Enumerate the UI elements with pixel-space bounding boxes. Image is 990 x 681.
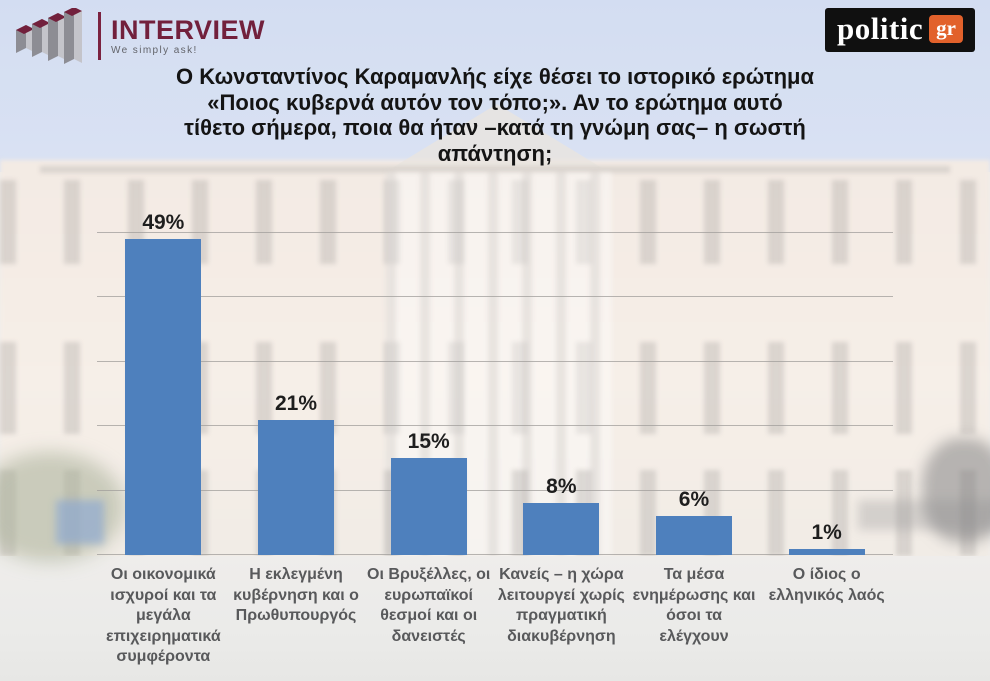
chart-question-title: Ο Κωνσταντίνος Καραμανλής είχε θέσει το …: [110, 64, 880, 166]
title-line: Ο Κωνσταντίνος Καραμανλής είχε θέσει το …: [175, 64, 815, 89]
politic-logo-text: politic: [837, 11, 924, 46]
gridline-50: [97, 232, 893, 233]
bar-value-label: 6%: [678, 488, 710, 512]
bar-column: 8%: [495, 233, 628, 555]
gridline-0: [97, 554, 893, 555]
bar-value-label: 49%: [142, 211, 185, 235]
category-label: Οι Βρυξέλλες, οι ευρωπαϊκοί θεσμοί και ο…: [367, 566, 491, 645]
category-label: Τα μέσα ενημέρωσης και όσοι τα ελέγχουν: [632, 566, 756, 645]
gridline-10: [97, 489, 893, 491]
bar-column: 6%: [628, 233, 761, 555]
bar-column: 49%: [97, 211, 230, 555]
politic-logo-gr-badge: gr: [929, 14, 963, 43]
bar-value-label: 8%: [546, 475, 577, 499]
background-roofline: [40, 166, 950, 173]
gridline-30: [97, 360, 893, 362]
background-tree: [922, 438, 990, 543]
logo-divider: [98, 12, 101, 60]
interview-logo-tagline: We simply ask!: [111, 44, 198, 56]
bar: [655, 516, 732, 555]
bar-chart-logo-icon: [16, 8, 82, 64]
bar-column: 21%: [230, 233, 363, 555]
title-line: τίθετο σήμερα, ποια θα ήταν –κατά τη γνώ…: [184, 115, 806, 140]
interview-logo-name: INTERVIEW: [111, 14, 266, 45]
bar: [125, 239, 202, 555]
background-kiosk: [56, 500, 104, 544]
gridline-20: [97, 425, 893, 427]
bar-value-label: 21%: [274, 391, 317, 415]
category-label: Οι οικονομικά ισχυροί και τα μεγάλα επιχ…: [106, 566, 221, 665]
bar-value-label: 15%: [407, 430, 450, 454]
bar-column: 15%: [362, 233, 495, 555]
title-line: απάντηση;: [437, 140, 553, 166]
gridline-40: [97, 296, 893, 298]
interview-logo: INTERVIEW We simply ask!: [14, 8, 265, 64]
bar: [523, 503, 600, 555]
category-labels-row: Οι οικονομικά ισχυροί και τα μεγάλα επιχ…: [97, 565, 893, 668]
bar-chart-plot: 49% 21% 15% 8% 6% 1%: [97, 211, 893, 555]
bar-column: 1%: [760, 233, 893, 555]
category-label: Η εκλεγμένη κυβέρνηση και ο Πρωθυπουργός: [233, 566, 359, 624]
bar: [390, 458, 467, 555]
politic-logo: politic gr: [825, 8, 975, 52]
category-label: Ο ίδιος ο ελληνικός λαός: [768, 566, 885, 604]
bar: [788, 548, 865, 555]
bar-value-label: 1%: [811, 520, 842, 544]
background-hedge: [858, 500, 990, 530]
bar: [257, 419, 334, 555]
category-label: Κανείς – η χώρα λειτουργεί χωρίς πραγματ…: [497, 566, 625, 645]
background-ground: [0, 556, 990, 681]
title-line: «Ποιος κυβερνά αυτόν τον τόπο;». Αν το ε…: [207, 89, 783, 115]
